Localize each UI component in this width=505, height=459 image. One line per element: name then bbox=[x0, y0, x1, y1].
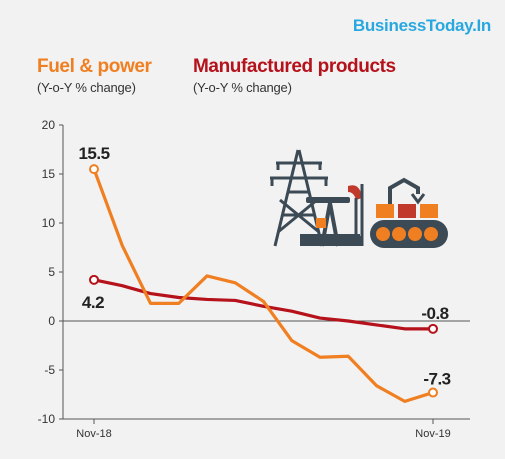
y-tick-label: 15 bbox=[42, 167, 56, 181]
data-label-fuel-last: -7.3 bbox=[423, 370, 450, 389]
legend-fuel-power-subtitle: (Y-o-Y % change) bbox=[37, 80, 136, 95]
legend-manufactured-products-subtitle: (Y-o-Y % change) bbox=[193, 80, 292, 95]
data-point-marker bbox=[428, 387, 438, 398]
data-label-fuel-first: 15.5 bbox=[78, 144, 109, 163]
data-label-manufactured-last: -0.8 bbox=[421, 304, 448, 323]
x-tick-label: Nov-18 bbox=[76, 428, 111, 440]
chart-labels: 15.5 -7.3 4.2 -0.8 bbox=[78, 144, 451, 389]
y-tick-label: -10 bbox=[38, 412, 56, 426]
y-tick-label: 0 bbox=[48, 314, 55, 328]
data-label-manufactured-first: 4.2 bbox=[82, 293, 104, 312]
y-tick-label: -5 bbox=[44, 363, 55, 377]
conveyor-icon bbox=[370, 177, 448, 248]
data-point-marker bbox=[89, 164, 99, 175]
pump-jack-icon bbox=[300, 184, 364, 247]
series-line-fuel-power bbox=[92, 167, 435, 403]
data-point-marker bbox=[428, 323, 438, 334]
series-line-manufactured-products bbox=[92, 278, 435, 331]
chart-series bbox=[89, 164, 438, 403]
industry-icon bbox=[270, 149, 448, 248]
x-tick-label: Nov-19 bbox=[415, 428, 450, 440]
y-tick-label: 5 bbox=[48, 265, 55, 279]
chart-axes: 20 15 10 5 0 -5 -10 Nov-18 Nov-19 bbox=[38, 118, 470, 440]
brand-logo: BusinessToday.In bbox=[352, 16, 491, 35]
y-tick-label: 10 bbox=[42, 216, 56, 230]
legend-fuel-power-title: Fuel & power bbox=[37, 56, 152, 77]
y-tick-label: 20 bbox=[42, 118, 56, 132]
data-point-marker bbox=[89, 274, 99, 285]
legend-manufactured-products-title: Manufactured products bbox=[193, 56, 396, 77]
